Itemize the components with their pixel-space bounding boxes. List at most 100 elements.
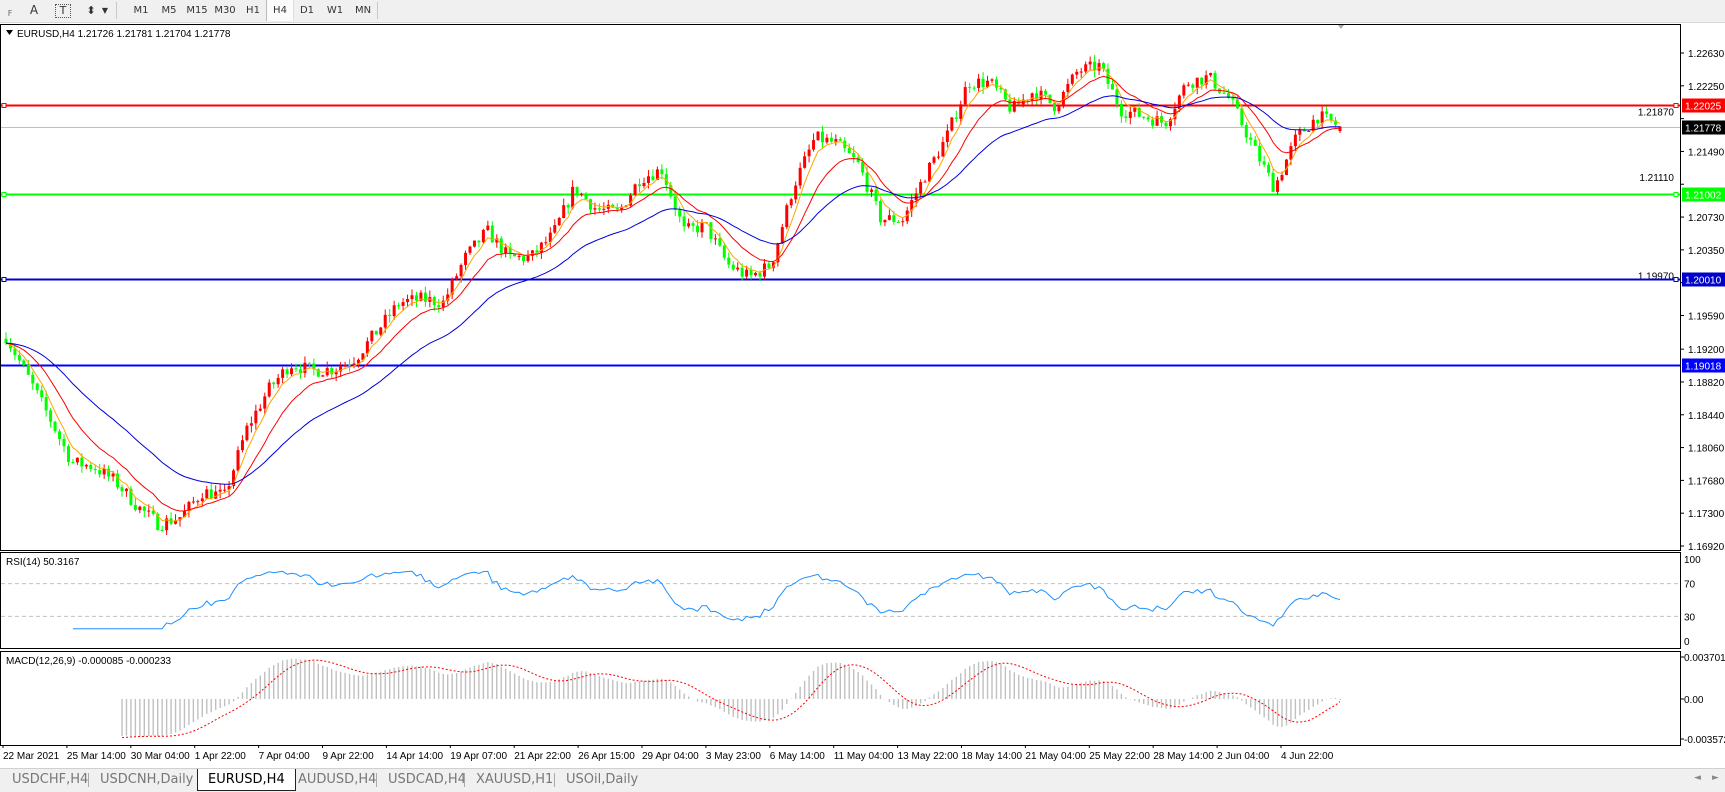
bull-candle bbox=[1084, 61, 1088, 75]
text-icon[interactable]: A bbox=[29, 3, 39, 17]
scroll-left-icon[interactable]: ◄ bbox=[1694, 773, 1701, 783]
bull-candle bbox=[963, 81, 967, 105]
rsi-tick-label: 30 bbox=[1684, 612, 1696, 623]
level-anchor-left[interactable] bbox=[1, 192, 7, 197]
time-tick-label: 25 Mar 14:00 bbox=[67, 751, 126, 762]
bull-candle bbox=[1182, 83, 1186, 99]
timeframe-h1[interactable]: H1 bbox=[246, 5, 260, 16]
bull-candle bbox=[923, 179, 927, 183]
rsi-pane[interactable] bbox=[0, 552, 1681, 649]
bull-candle bbox=[227, 481, 231, 496]
tab-separator bbox=[376, 773, 377, 787]
arrows-icon[interactable]: ⬍ bbox=[86, 4, 96, 17]
bull-candle bbox=[464, 250, 468, 270]
bull-candle bbox=[1320, 105, 1324, 129]
level-anchor-right[interactable] bbox=[1673, 192, 1679, 197]
bull-candle bbox=[249, 416, 253, 433]
bull-candle bbox=[1070, 73, 1074, 86]
level-anchor-right[interactable] bbox=[1673, 277, 1679, 282]
level-anchor-left[interactable] bbox=[1, 103, 7, 108]
tab-usdcad-h4[interactable]: USDCAD,H4 bbox=[388, 772, 466, 787]
timeframe-m30[interactable]: M30 bbox=[214, 5, 236, 16]
rsi-tick-label: 0 bbox=[1684, 637, 1690, 648]
tab-audusd-h4[interactable]: AUDUSD,H4 bbox=[298, 772, 377, 787]
price-tick-label: 1.17300 bbox=[1688, 509, 1725, 520]
timeframe-d1[interactable]: D1 bbox=[299, 5, 315, 16]
bear-candle bbox=[999, 84, 1003, 94]
bull-candle bbox=[406, 294, 410, 308]
bear-candle bbox=[1231, 93, 1235, 105]
chart-window[interactable]: EURUSD,H4 1.21726 1.21781 1.21704 1.2177… bbox=[0, 22, 1725, 768]
bull-candle bbox=[504, 243, 508, 258]
bull-candle bbox=[816, 131, 820, 141]
bear-candle bbox=[31, 371, 35, 390]
bear-candle bbox=[4, 332, 8, 346]
bear-candle bbox=[829, 132, 833, 143]
time-tick-label: 28 May 14:00 bbox=[1153, 751, 1214, 762]
price-tick-label: 1.18060 bbox=[1688, 444, 1725, 455]
bear-candle bbox=[71, 459, 75, 464]
bear-candle bbox=[151, 505, 155, 516]
bull-candle bbox=[1284, 158, 1288, 176]
time-tick-label: 25 May 22:00 bbox=[1089, 751, 1150, 762]
main-pane[interactable] bbox=[0, 24, 1681, 551]
bull-candle bbox=[1079, 67, 1083, 78]
bull-candle bbox=[370, 330, 374, 345]
chart-shift-marker[interactable] bbox=[1338, 25, 1344, 29]
bull-candle bbox=[1276, 176, 1280, 195]
price-tick-label: 1.21870 bbox=[1638, 108, 1675, 119]
bear-candle bbox=[575, 186, 579, 198]
price-tick-label: 1.19200 bbox=[1688, 345, 1725, 356]
bull-candle bbox=[780, 223, 784, 245]
bear-candle bbox=[414, 291, 418, 308]
bear-candle bbox=[1253, 136, 1257, 146]
bear-candle bbox=[847, 143, 851, 154]
fibo-fan-icon[interactable]: F bbox=[7, 9, 13, 18]
bull-candle bbox=[138, 505, 142, 514]
price-tick-label: 1.18440 bbox=[1688, 411, 1725, 422]
time-tick-label: 7 Apr 04:00 bbox=[259, 751, 311, 762]
level-anchor-left[interactable] bbox=[1, 277, 7, 282]
bear-candle bbox=[1164, 121, 1168, 129]
bear-candle bbox=[397, 302, 401, 310]
bull-candle bbox=[1293, 130, 1297, 152]
time-tick-label: 30 Mar 04:00 bbox=[131, 751, 190, 762]
tab-usoil-daily[interactable]: USOil,Daily bbox=[566, 772, 639, 787]
bear-candle bbox=[1271, 168, 1275, 192]
tab-usdcnh-daily[interactable]: USDCNH,Daily bbox=[100, 772, 194, 787]
rsi-label: RSI(14) 50.3167 bbox=[6, 557, 80, 568]
bull-candle bbox=[325, 361, 329, 377]
bull-candle bbox=[84, 463, 88, 470]
bear-candle bbox=[722, 242, 726, 261]
bull-candle bbox=[1128, 105, 1132, 125]
tab-xauusd-h1[interactable]: XAUUSD,H1 bbox=[476, 772, 554, 787]
level-price-tag bbox=[1682, 120, 1725, 135]
bull-candle bbox=[544, 236, 548, 246]
bull-candle bbox=[1030, 92, 1034, 107]
timeframe-m1[interactable]: M1 bbox=[133, 5, 149, 16]
bear-candle bbox=[994, 76, 998, 91]
bear-candle bbox=[116, 469, 120, 490]
timeframe-m15[interactable]: M15 bbox=[186, 5, 208, 16]
tab-eurusd-h4[interactable]: EURUSD,H4 bbox=[197, 769, 296, 791]
tab-usdchf-h4[interactable]: USDCHF,H4 bbox=[12, 772, 89, 787]
bull-candle bbox=[990, 78, 994, 84]
rsi-tick-label: 70 bbox=[1684, 580, 1696, 591]
level-anchor-right[interactable] bbox=[1673, 103, 1679, 108]
timeframe-mn[interactable]: MN bbox=[354, 5, 372, 16]
scroll-right-icon[interactable]: ► bbox=[1712, 773, 1719, 783]
dropdown-arrow-icon[interactable]: ▼ bbox=[101, 6, 109, 15]
timeframe-h4[interactable]: H4 bbox=[266, 0, 294, 21]
timeframe-w1[interactable]: W1 bbox=[326, 5, 344, 16]
macd-tick-label: -0.003572 bbox=[1684, 735, 1725, 746]
timeframe-m5[interactable]: M5 bbox=[161, 5, 177, 16]
bear-candle bbox=[1191, 83, 1195, 93]
bear-candle bbox=[298, 363, 302, 379]
bull-candle bbox=[196, 499, 200, 506]
text-label-icon[interactable]: T bbox=[55, 4, 71, 18]
bull-candle bbox=[455, 273, 459, 281]
time-tick-label: 21 May 04:00 bbox=[1025, 751, 1086, 762]
level-price-label: 1.21778 bbox=[1685, 124, 1722, 135]
bull-candle bbox=[1133, 107, 1137, 118]
level-price-label: 1.21002 bbox=[1685, 191, 1722, 202]
